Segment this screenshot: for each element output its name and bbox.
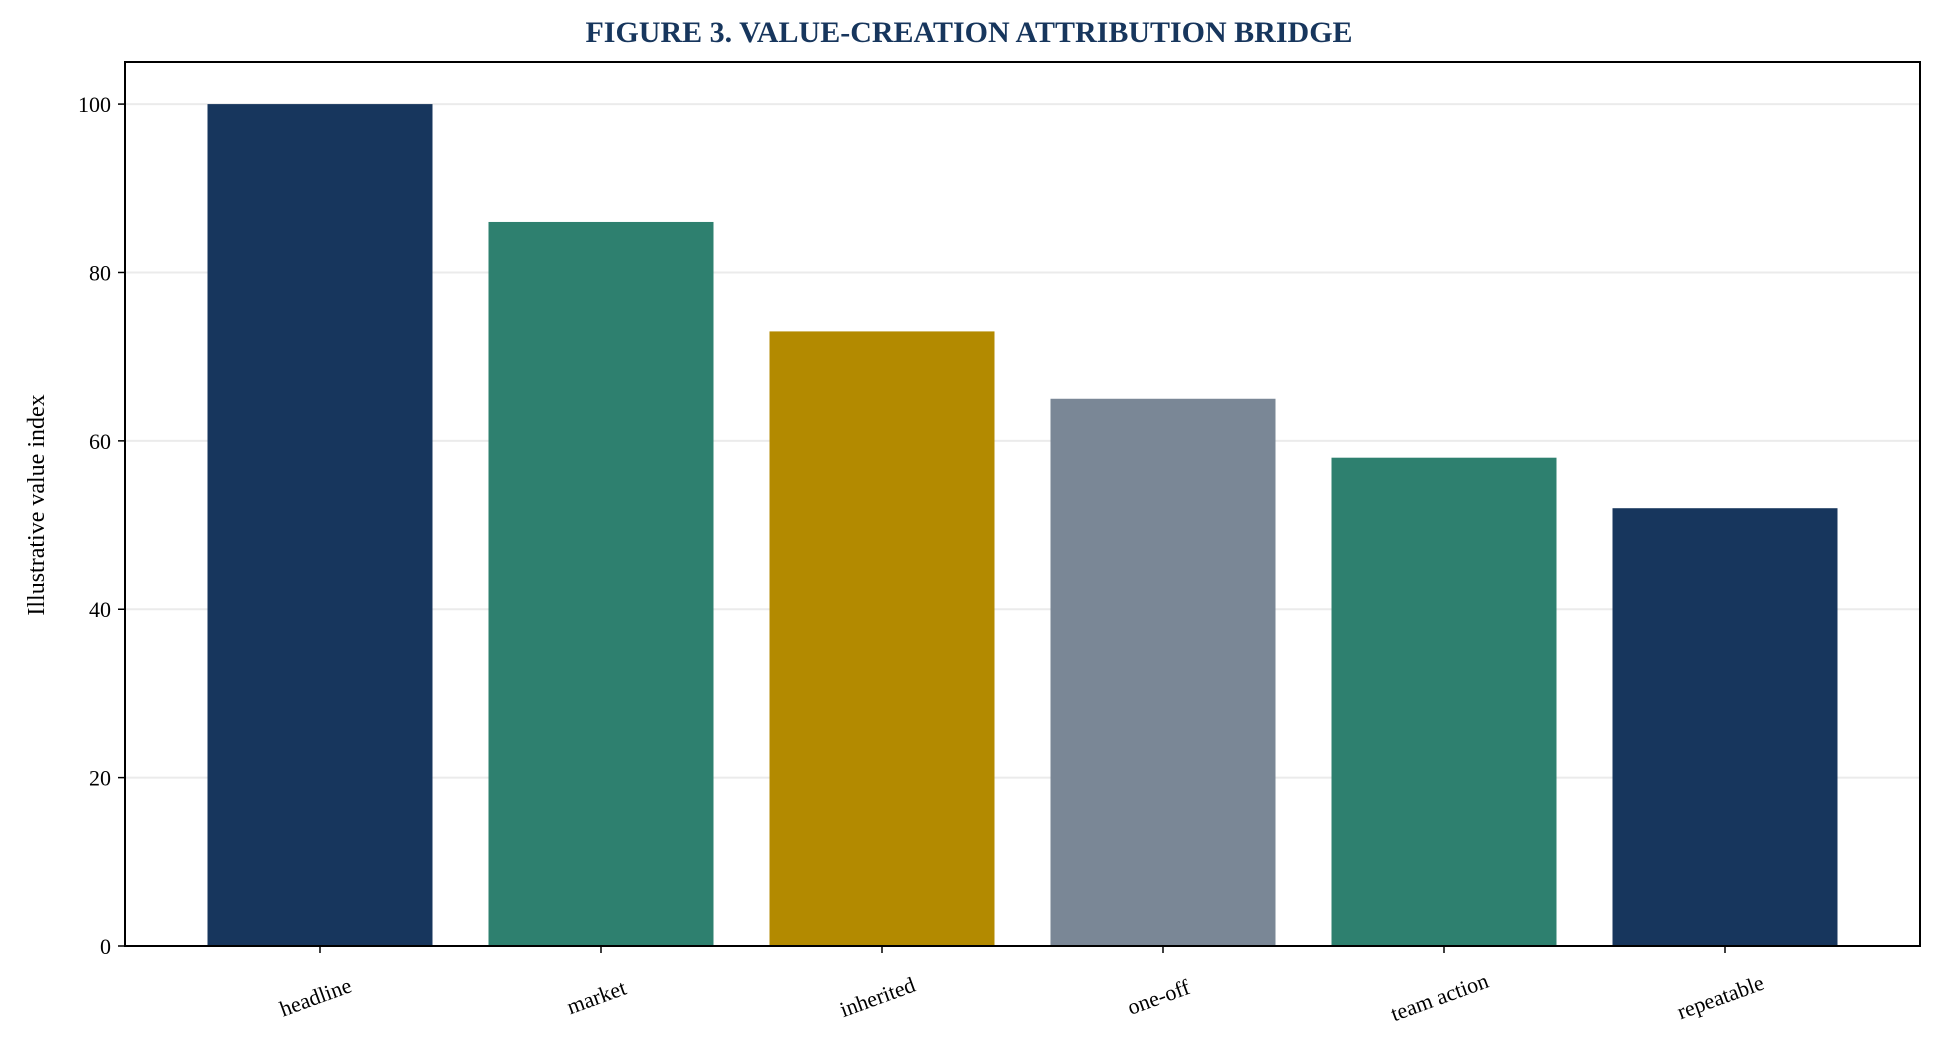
y-tick-label: 80 bbox=[89, 260, 111, 285]
y-tick-label: 40 bbox=[89, 597, 111, 622]
x-tick-label: market bbox=[563, 975, 629, 1019]
bar-inherited bbox=[769, 331, 995, 946]
bar-headline bbox=[207, 104, 433, 947]
bar-one-off bbox=[1050, 398, 1276, 946]
bars bbox=[207, 104, 1838, 947]
axes bbox=[124, 61, 1921, 947]
plot-frame bbox=[124, 61, 1921, 947]
bar-repeatable bbox=[1612, 508, 1838, 946]
x-tick-label: inherited bbox=[836, 972, 918, 1022]
y-tick-label: 60 bbox=[89, 429, 111, 454]
y-tick-label: 0 bbox=[100, 934, 111, 959]
bar-market bbox=[488, 221, 714, 946]
bar-team-action bbox=[1331, 457, 1557, 946]
x-tick-label: one-off bbox=[1124, 974, 1194, 1020]
chart-title: FIGURE 3. VALUE-CREATION ATTRIBUTION BRI… bbox=[585, 16, 1352, 49]
x-tick-label: team action bbox=[1387, 968, 1491, 1026]
x-tick-label: repeatable bbox=[1674, 970, 1767, 1024]
y-tick-label: 20 bbox=[89, 766, 111, 791]
y-tick-label: 100 bbox=[78, 92, 111, 117]
y-axis-label: Illustrative value index bbox=[24, 394, 50, 615]
x-tick-label: headline bbox=[276, 972, 355, 1021]
